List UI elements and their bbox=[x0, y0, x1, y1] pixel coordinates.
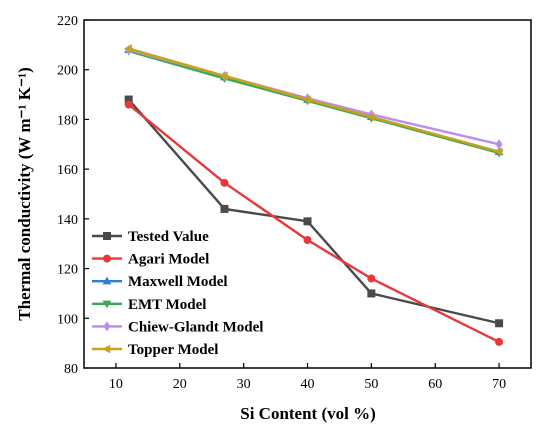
y-tick-label: 220 bbox=[57, 14, 78, 29]
data-point bbox=[367, 289, 376, 298]
data-point bbox=[124, 100, 133, 109]
legend-label: Topper Model bbox=[128, 342, 218, 358]
x-axis-title: Si Content (vol %) bbox=[240, 404, 376, 423]
legend-label: Chiew-Glandt Model bbox=[128, 319, 263, 335]
x-tick-label: 60 bbox=[428, 377, 442, 392]
legend-marker bbox=[103, 232, 111, 240]
data-point bbox=[124, 44, 132, 53]
data-point bbox=[302, 95, 311, 104]
series-chiew-glandt-model bbox=[125, 44, 503, 150]
series-line bbox=[128, 47, 500, 153]
data-point bbox=[220, 204, 229, 213]
legend-label: EMT Model bbox=[128, 297, 206, 313]
legend: Tested Value Agari Model Maxwell Model EMT … bbox=[92, 229, 263, 358]
data-point bbox=[303, 235, 312, 244]
series-tested-value bbox=[124, 95, 504, 328]
x-tick-label: 20 bbox=[173, 377, 187, 392]
y-tick-label: 100 bbox=[57, 312, 78, 327]
legend-item: Chiew-Glandt Model bbox=[92, 319, 263, 335]
data-point bbox=[219, 71, 228, 81]
series-agari-model bbox=[124, 100, 504, 346]
ticks-layer: 10 20 30 40 50 60 70 80 100 120 140 160 180 200 220 bbox=[57, 14, 506, 392]
legend-item: EMT Model bbox=[92, 297, 206, 313]
series-layer bbox=[124, 44, 504, 346]
legend-marker bbox=[102, 344, 111, 354]
legend-label: Maxwell Model bbox=[128, 274, 228, 290]
y-tick-label: 200 bbox=[57, 64, 78, 79]
data-point bbox=[495, 319, 504, 328]
legend-marker bbox=[103, 254, 111, 263]
series-topper-model bbox=[124, 44, 503, 157]
y-axis-title: Thermal conductivity (W m⁻¹ K⁻¹) bbox=[15, 67, 34, 321]
legend-marker bbox=[102, 276, 112, 285]
data-point bbox=[495, 139, 503, 150]
x-tick-label: 10 bbox=[109, 377, 123, 392]
data-point bbox=[303, 217, 312, 226]
data-point bbox=[124, 95, 133, 104]
legend-marker bbox=[102, 300, 112, 309]
data-point bbox=[366, 112, 375, 122]
legend-label: Agari Model bbox=[128, 252, 209, 268]
y-tick-label: 120 bbox=[57, 263, 78, 278]
legend-marker bbox=[103, 321, 111, 332]
legend-item: Maxwell Model bbox=[92, 274, 228, 290]
legend-item: Topper Model bbox=[92, 342, 218, 358]
y-tick-label: 80 bbox=[64, 362, 78, 377]
data-point bbox=[367, 274, 376, 283]
data-point bbox=[494, 147, 503, 157]
y-tick-label: 160 bbox=[57, 163, 78, 178]
data-point bbox=[495, 337, 504, 346]
x-tick-label: 70 bbox=[492, 377, 506, 392]
legend-label: Tested Value bbox=[128, 229, 209, 245]
x-tick-label: 40 bbox=[301, 377, 315, 392]
data-point bbox=[220, 178, 229, 187]
legend-item: Agari Model bbox=[92, 252, 209, 268]
x-tick-label: 50 bbox=[364, 377, 378, 392]
y-tick-label: 140 bbox=[57, 213, 78, 228]
y-tick-label: 180 bbox=[57, 113, 78, 128]
x-tick-label: 30 bbox=[237, 377, 251, 392]
legend-item: Tested Value bbox=[92, 229, 209, 245]
